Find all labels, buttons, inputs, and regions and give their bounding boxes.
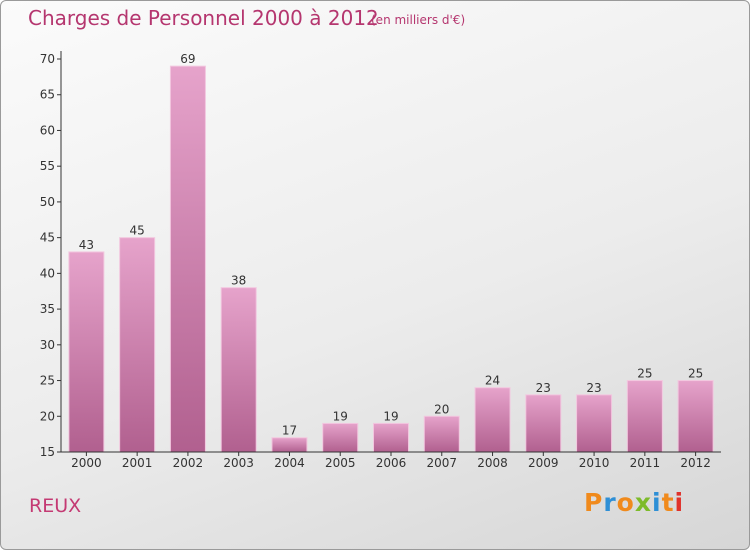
bar-2012 xyxy=(677,380,714,453)
bar-2010 xyxy=(576,394,613,453)
y-tick-label: 35 xyxy=(40,302,55,316)
bar-2007 xyxy=(423,415,460,453)
value-label-2012: 25 xyxy=(688,367,703,381)
y-tick-label: 70 xyxy=(40,52,55,66)
x-tick-label-2009: 2009 xyxy=(528,456,559,470)
y-tick-label: 45 xyxy=(40,231,55,245)
bar-2006 xyxy=(373,422,409,453)
proxiti-logo: Proxiti xyxy=(584,488,685,517)
x-tick-label-2012: 2012 xyxy=(680,456,711,470)
bar-2001 xyxy=(119,237,156,453)
x-tick-label-2002: 2002 xyxy=(173,456,204,470)
x-tick-label-2008: 2008 xyxy=(477,456,508,470)
x-tick-label-2007: 2007 xyxy=(426,456,457,470)
x-tick-label-2001: 2001 xyxy=(122,456,153,470)
bar-2000 xyxy=(68,251,105,453)
x-tick-label-2011: 2011 xyxy=(630,456,661,470)
value-label-2000: 43 xyxy=(79,238,94,252)
y-tick-label: 25 xyxy=(40,374,55,388)
value-label-2003: 38 xyxy=(231,274,246,288)
value-label-2009: 23 xyxy=(536,381,551,395)
bar-2003 xyxy=(220,287,257,453)
value-label-2011: 25 xyxy=(637,367,652,381)
x-tick-label-2005: 2005 xyxy=(325,456,356,470)
x-tick-label-2004: 2004 xyxy=(274,456,305,470)
bar-2008 xyxy=(474,387,511,453)
chart-subtitle: (en milliers d'€) xyxy=(371,13,466,27)
y-tick-label: 20 xyxy=(40,409,55,423)
bar-2004 xyxy=(271,437,308,453)
x-ticks-group: 2000 2001 2002 2003 2004 2005 2006 2007 2008 2009… xyxy=(71,452,711,470)
chart-title: Charges de Personnel 2000 à 2012 xyxy=(28,6,379,30)
x-tick-label-2010: 2010 xyxy=(579,456,610,470)
value-label-2010: 23 xyxy=(586,381,601,395)
y-tick-label: 65 xyxy=(40,88,55,102)
x-tick-label-2006: 2006 xyxy=(376,456,407,470)
value-label-2004: 17 xyxy=(282,424,297,438)
y-tick-label: 30 xyxy=(40,338,55,352)
value-label-2002: 69 xyxy=(180,52,195,66)
bars-group: 43 45 69 38 17 19 19 20 24 23 23 25 25 xyxy=(68,52,714,453)
bar-2005 xyxy=(322,422,359,453)
y-tick-label: 50 xyxy=(40,195,55,209)
y-tick-label: 15 xyxy=(40,445,55,459)
x-tick-label-2000: 2000 xyxy=(71,456,102,470)
value-label-2007: 20 xyxy=(434,402,449,416)
x-tick-label-2003: 2003 xyxy=(223,456,254,470)
y-tick-label: 60 xyxy=(40,123,55,137)
y-tick-label: 55 xyxy=(40,159,55,173)
bar-2011 xyxy=(626,380,663,453)
y-ticks-group: 15 20 25 30 35 40 45 50 55 60 65 70 xyxy=(40,52,61,459)
value-label-2005: 19 xyxy=(333,409,348,423)
y-tick-label: 40 xyxy=(40,266,55,280)
value-label-2001: 45 xyxy=(130,224,145,238)
bar-2002 xyxy=(169,65,206,453)
value-label-2006: 19 xyxy=(383,409,398,423)
value-label-2008: 24 xyxy=(485,374,500,388)
bar-2009 xyxy=(525,394,562,453)
commune-name: REUX xyxy=(29,495,82,517)
